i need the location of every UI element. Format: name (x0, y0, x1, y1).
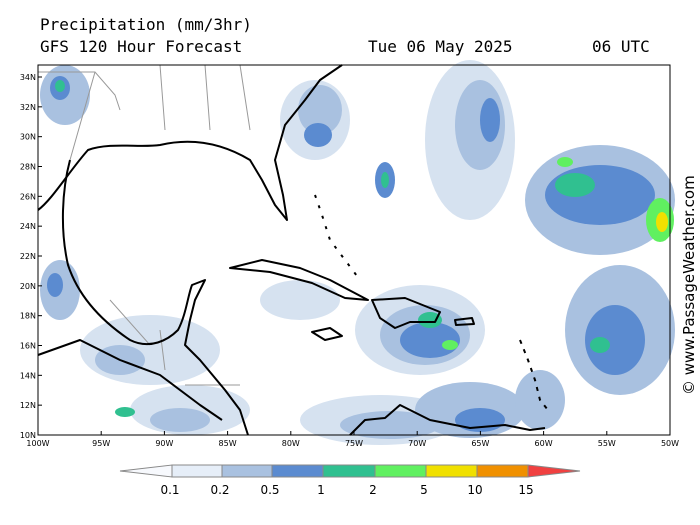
precip-field (40, 60, 675, 445)
legend-label: 0.5 (260, 483, 279, 497)
lat-label: 20N (20, 282, 36, 291)
legend-label: 10 (467, 483, 482, 497)
lon-label: 55W (598, 439, 616, 448)
lat-label: 30N (20, 133, 36, 142)
subtitle: GFS 120 Hour Forecast (40, 37, 242, 56)
time: 06 UTC (592, 37, 650, 56)
lon-label: 60W (535, 439, 553, 448)
lon-label: 65W (471, 439, 489, 448)
legend-label: 0.1 (160, 483, 179, 497)
legend-label: 5 (420, 483, 428, 497)
lat-label: 10N (20, 431, 36, 440)
lat-label: 18N (20, 312, 36, 321)
lon-label: 85W (219, 439, 237, 448)
legend-label: 2 (369, 483, 377, 497)
legend-label: 1 (317, 483, 325, 497)
lon-label: 90W (155, 439, 173, 448)
lat-label: 22N (20, 252, 36, 261)
colorbar (119, 464, 581, 478)
land-borders (38, 64, 251, 386)
lat-label: 12N (20, 401, 36, 410)
coastlines (37, 64, 549, 436)
credit: © www.PassageWeather.com (680, 175, 698, 395)
legend-label: 15 (518, 483, 533, 497)
lat-label: 32N (20, 103, 36, 112)
legend-label: 0.2 (210, 483, 229, 497)
lon-label: 95W (92, 439, 110, 448)
lat-label: 14N (20, 371, 36, 380)
lon-label: 80W (282, 439, 300, 448)
lat-label: 24N (20, 222, 36, 231)
lon-label: 70W (408, 439, 426, 448)
lon-label: 100W (26, 439, 49, 448)
lat-label: 16N (20, 342, 36, 351)
lat-label: 28N (20, 163, 36, 172)
lat-label: 26N (20, 192, 36, 201)
lon-label: 50W (661, 439, 679, 448)
lat-label: 34N (20, 73, 36, 82)
lon-label: 75W (345, 439, 363, 448)
title: Precipitation (mm/3hr) (40, 15, 252, 34)
date: Tue 06 May 2025 (368, 37, 513, 56)
